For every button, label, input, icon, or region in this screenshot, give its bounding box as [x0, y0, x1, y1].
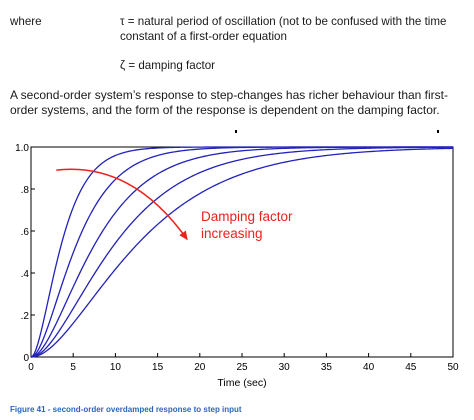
response-curve-5	[30, 147, 454, 358]
y-tick-label: .4	[21, 269, 30, 280]
where-label: where	[10, 15, 42, 28]
response-curve-1	[30, 146, 453, 358]
x-tick-label: 50	[447, 362, 459, 373]
y-tick-label: 1.0	[15, 143, 29, 154]
plot-frame	[30, 146, 454, 358]
annotation-text-line: Damping factor	[201, 209, 293, 224]
y-tick-label: .2	[21, 311, 30, 322]
x-tick-label: 35	[321, 362, 333, 373]
x-tick-label: 30	[279, 362, 291, 373]
x-tick-label: 5	[70, 362, 76, 373]
zeta-definition: ζ = damping factor	[120, 59, 216, 72]
x-tick-label: 15	[152, 362, 164, 373]
response-curve-2	[30, 146, 453, 358]
step-response-chart: 0 5 10 15 20 25 30 35 40 45 50 0 .2 .4 .6 .8 1.0 Time (se…	[15, 143, 459, 389]
y-tick-label: .6	[21, 227, 30, 238]
body-paragraph: A second-order system’s response to step…	[10, 88, 448, 117]
x-tick-label: 40	[363, 362, 375, 373]
x-tick-label: 45	[405, 362, 417, 373]
tau-definition: τ = natural period of oscillation (not t…	[120, 15, 447, 43]
x-tick-label: 0	[28, 362, 34, 373]
x-axis-label: Time (sec)	[217, 377, 266, 389]
response-curve-4	[30, 146, 454, 358]
stray-mark	[235, 130, 237, 133]
y-tick-label: 0	[23, 353, 29, 364]
y-tick-label: .8	[21, 185, 30, 196]
x-tick-label: 25	[236, 362, 248, 373]
x-tick-label: 20	[194, 362, 206, 373]
x-tick-label: 10	[110, 362, 122, 373]
figure-caption: Figure 41 - second-order overdamped resp…	[10, 405, 242, 414]
annotation-text-line: increasing	[201, 226, 263, 241]
stray-mark	[437, 130, 439, 133]
response-curve-3	[30, 146, 453, 358]
damping-arrow	[56, 168, 188, 241]
